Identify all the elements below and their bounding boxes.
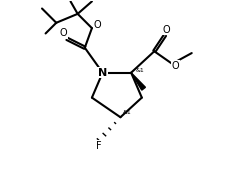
Text: O: O <box>60 28 67 39</box>
Text: &1: &1 <box>123 110 132 115</box>
Text: O: O <box>172 61 180 71</box>
Text: N: N <box>98 68 107 78</box>
Text: F: F <box>96 141 102 151</box>
Text: O: O <box>163 25 171 35</box>
Text: &1: &1 <box>136 68 144 73</box>
Text: O: O <box>93 20 101 30</box>
Polygon shape <box>131 73 145 90</box>
